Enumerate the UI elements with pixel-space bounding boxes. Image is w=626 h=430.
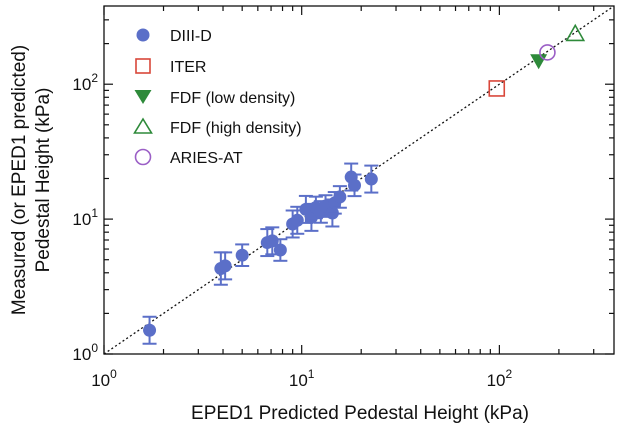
identity-reference-line bbox=[103, 5, 615, 355]
data-point-diii-d bbox=[290, 213, 304, 227]
legend-item-diii-d: DIII-D bbox=[136, 28, 212, 45]
legend-marker-filled-triangle-down bbox=[134, 90, 152, 104]
data-point-diii-d bbox=[265, 234, 279, 248]
x-axis-title: EPED1 Predicted Pedestal Height (kPa) bbox=[191, 403, 529, 424]
data-point-diii-d bbox=[235, 248, 249, 262]
legend-item-fdf-high: FDF (high density) bbox=[133, 117, 302, 137]
y-axis-title-line1: Measured (or EPED1 predicted) bbox=[9, 45, 30, 315]
data-point-diii-d bbox=[364, 172, 378, 186]
data-point-diii-d bbox=[143, 323, 157, 337]
y-tick-mantissa: 10 bbox=[72, 75, 91, 94]
x-tick-mantissa: 10 bbox=[487, 371, 506, 390]
data-point-diii-d bbox=[348, 178, 362, 192]
legend-item-aries-at: ARIES-AT bbox=[134, 148, 243, 167]
legend-item-fdf-low: FDF (low density) bbox=[134, 90, 295, 107]
legend-label-fdf-high: FDF (high density) bbox=[170, 120, 302, 137]
plot-frame bbox=[103, 5, 615, 355]
legend-label-fdf-low: FDF (low density) bbox=[170, 90, 295, 107]
data-point-fdf-high bbox=[565, 23, 586, 42]
x-tick-label: 101 bbox=[289, 367, 315, 390]
y-tick-label: 100 bbox=[72, 341, 98, 364]
y-axis-title-line2: Pedestal Height (kPa) bbox=[33, 88, 54, 273]
legend-label-iter: ITER bbox=[170, 59, 206, 76]
legend-label-diii-d: DIII-D bbox=[170, 28, 212, 45]
x-tick-mantissa: 10 bbox=[289, 371, 308, 390]
x-tick-exponent: 0 bbox=[110, 367, 117, 381]
x-axis-ticks: 100 101 102 bbox=[91, 6, 595, 390]
legend-marker-open-square bbox=[135, 58, 151, 74]
x-tick-exponent: 2 bbox=[505, 367, 512, 381]
legend: DIII-D ITER FDF (low density) FDF (high … bbox=[133, 28, 302, 167]
y-tick-mantissa: 10 bbox=[72, 210, 91, 229]
x-tick-label: 102 bbox=[487, 367, 513, 390]
y-tick-label: 102 bbox=[72, 71, 98, 94]
y-tick-label: 101 bbox=[72, 206, 98, 229]
legend-marker-open-triangle-up bbox=[133, 117, 153, 134]
data-points bbox=[142, 23, 586, 345]
y-tick-mantissa: 10 bbox=[72, 345, 91, 364]
data-point-iter bbox=[488, 80, 506, 97]
legend-label-aries-at: ARIES-AT bbox=[170, 150, 243, 167]
y-axis-title: Measured (or EPED1 predicted) bbox=[9, 45, 30, 315]
legend-marker-open-circle bbox=[134, 148, 152, 166]
legend-marker-filled-circle bbox=[136, 28, 150, 42]
legend-item-iter: ITER bbox=[135, 58, 206, 76]
y-axis-title-2: Pedestal Height (kPa) bbox=[33, 88, 54, 273]
y-tick-exponent: 0 bbox=[91, 341, 98, 355]
data-point-diii-d bbox=[218, 259, 232, 273]
x-tick-label: 100 bbox=[91, 367, 117, 390]
data-point-diii-d bbox=[333, 190, 347, 204]
x-tick-exponent: 1 bbox=[308, 367, 315, 381]
data-point-diii-d bbox=[273, 243, 287, 257]
x-tick-mantissa: 10 bbox=[91, 371, 110, 390]
y-tick-exponent: 1 bbox=[91, 206, 98, 220]
y-tick-exponent: 2 bbox=[91, 71, 98, 85]
data-point-aries-at bbox=[539, 44, 556, 61]
